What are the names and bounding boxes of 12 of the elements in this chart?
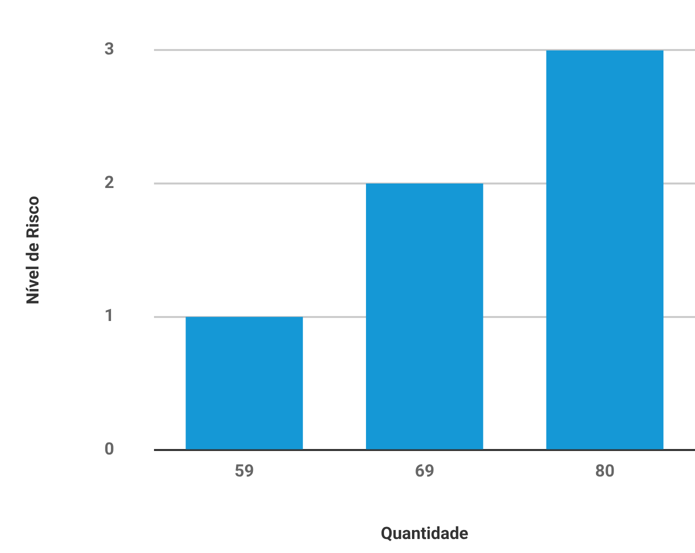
x-tick-label: 80 bbox=[595, 462, 615, 482]
x-tick-label: 69 bbox=[414, 462, 434, 482]
y-tick-label: 2 bbox=[104, 172, 114, 193]
bar bbox=[186, 316, 303, 450]
x-axis-title: Quantidade bbox=[380, 524, 468, 544]
x-tick-label: 59 bbox=[234, 462, 254, 482]
bar bbox=[366, 184, 484, 450]
bar bbox=[546, 50, 664, 450]
y-tick-label: 0 bbox=[104, 439, 114, 460]
y-tick-label: 1 bbox=[104, 306, 114, 326]
y-tick-label: 3 bbox=[104, 39, 114, 60]
y-axis-title: Nível de Risco bbox=[23, 196, 44, 304]
